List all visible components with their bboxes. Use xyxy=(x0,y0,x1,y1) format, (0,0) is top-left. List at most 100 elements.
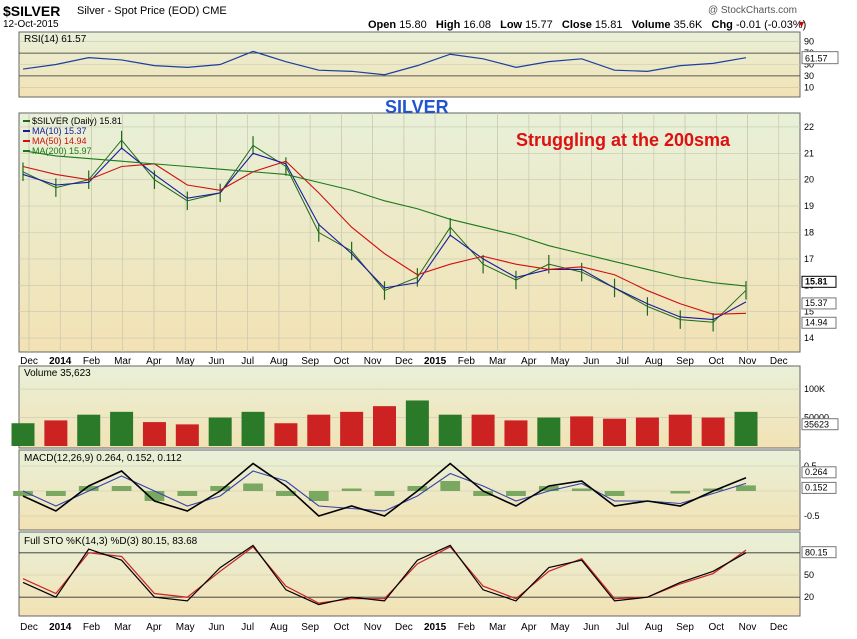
y-tick-label: 21 xyxy=(804,148,814,158)
x-tick-label: 2014 xyxy=(49,622,72,633)
legend-label: MA(200) 15.97 xyxy=(32,146,92,156)
x-tick-label: Apr xyxy=(146,356,162,367)
x-tick-label: Feb xyxy=(458,356,476,367)
chart-date: 12-Oct-2015 xyxy=(3,19,59,30)
volume-bar xyxy=(44,420,68,446)
volume-bar xyxy=(405,400,429,446)
x-tick-label: Aug xyxy=(270,356,288,367)
sto-right-label: 80.15 xyxy=(805,548,828,558)
x-tick-label: Dec xyxy=(770,622,788,633)
close-value: 15.81 xyxy=(594,19,623,31)
macd-right-label: 0.152 xyxy=(805,482,828,492)
volume-bar xyxy=(537,417,561,446)
x-tick-label: Dec xyxy=(395,356,413,367)
low-value: 15.77 xyxy=(525,19,553,31)
x-tick-label: Nov xyxy=(739,622,757,633)
x-tick-label: Oct xyxy=(708,356,724,367)
x-tick-label: Feb xyxy=(458,622,476,633)
x-tick-label: Jul xyxy=(241,356,254,367)
y-tick-label: 50000 xyxy=(804,413,829,423)
macd-histogram-bar xyxy=(210,486,231,491)
macd-histogram-bar xyxy=(276,491,296,496)
macd-histogram-bar xyxy=(506,491,526,496)
volume-bar xyxy=(340,411,364,446)
x-tick-label: Mar xyxy=(489,356,507,367)
macd-histogram-bar xyxy=(78,486,99,491)
ma200-line xyxy=(22,150,747,287)
quote-line: Open 15.80 High 16.08 Low 15.77 Close 15… xyxy=(368,19,806,31)
price-right-label: 15.81 xyxy=(805,276,828,286)
price-right-label: 14.94 xyxy=(805,317,828,327)
macd-histogram-bar xyxy=(604,491,625,496)
chg-value: -0.01 (-0.03%) xyxy=(735,19,807,31)
x-tick-label: Nov xyxy=(364,356,382,367)
x-tick-label: Jul xyxy=(616,622,629,633)
x-tick-label: Dec xyxy=(20,622,38,633)
x-tick-label: Jun xyxy=(583,356,599,367)
y-tick-label: 90 xyxy=(804,37,814,47)
volume-bar xyxy=(372,406,397,446)
volume-value: 35.6K xyxy=(673,19,703,31)
macd-histogram-bar xyxy=(46,491,66,496)
watermark: @ StockCharts.com xyxy=(707,5,797,16)
macd-histogram-bar xyxy=(571,488,592,491)
x-tick-label: Sep xyxy=(676,622,694,633)
sto-title: Full STO %K(14,3) %D(3) 80.15, 83.68 xyxy=(24,536,198,547)
x-tick-label: Oct xyxy=(334,622,350,633)
close-label: Close xyxy=(561,19,592,31)
y-tick-label: 30 xyxy=(804,71,814,81)
macd-histogram-bar xyxy=(243,483,263,491)
volume-bar xyxy=(471,414,495,446)
y-tick-label: 18 xyxy=(804,228,814,238)
x-tick-label: Apr xyxy=(521,622,537,633)
macd-histogram-bar xyxy=(374,491,395,496)
x-tick-label: Nov xyxy=(364,622,382,633)
volume-right-box xyxy=(801,418,839,431)
volume-bar xyxy=(734,411,758,446)
open-label: Open xyxy=(368,19,397,31)
macd-histogram-bar xyxy=(177,491,198,496)
annotation-struggling: Struggling at the 200sma xyxy=(516,130,731,150)
legend-label: MA(10) 15.37 xyxy=(32,126,87,136)
sto-k-line xyxy=(22,544,747,606)
volume-bar xyxy=(570,416,594,446)
symbol-title: $SILVER xyxy=(3,3,61,19)
volume-bar xyxy=(438,414,462,446)
ma10-line xyxy=(22,147,747,321)
open-value: 15.80 xyxy=(399,19,427,31)
rsi-title: RSI(14) 61.57 xyxy=(24,34,87,45)
x-tick-label: Aug xyxy=(270,622,288,633)
volume-bar xyxy=(241,411,265,446)
x-tick-label: Oct xyxy=(708,622,724,633)
rsi-last-value: 61.57 xyxy=(805,54,828,64)
macd-histogram-bar xyxy=(736,485,756,491)
macd-right-box xyxy=(801,481,837,494)
y-tick-label: 19 xyxy=(804,201,814,211)
y-tick-label: 10 xyxy=(804,82,814,92)
down-arrow-icon: ▼ xyxy=(797,19,806,29)
x-tick-label: Nov xyxy=(739,356,757,367)
volume-right-label: 35623 xyxy=(804,420,829,430)
price-right-box xyxy=(801,316,837,329)
volume-bar xyxy=(208,417,232,446)
volume-bar xyxy=(110,411,134,446)
legend-label: $SILVER (Daily) 15.81 xyxy=(32,116,122,126)
macd-line xyxy=(22,462,747,517)
y-tick-label: 100K xyxy=(804,384,825,394)
x-tick-label: 2015 xyxy=(424,622,447,633)
x-tick-label: 2015 xyxy=(424,356,447,367)
x-tick-label: Dec xyxy=(395,622,413,633)
macd-histogram-bar xyxy=(440,481,461,491)
sto-right-box xyxy=(801,546,837,559)
chg-label: Chg xyxy=(711,19,733,31)
volume-label: Volume xyxy=(631,19,671,31)
sto-d-line xyxy=(22,546,747,604)
x-tick-label: Feb xyxy=(83,622,101,633)
macd-histogram-bar xyxy=(407,486,428,491)
y-tick-label: 50 xyxy=(804,570,814,580)
rsi-last-box xyxy=(801,51,839,65)
x-tick-label: Sep xyxy=(301,622,319,633)
volume-bar xyxy=(11,423,35,446)
macd-histogram-bar xyxy=(703,488,723,491)
low-label: Low xyxy=(500,19,523,31)
